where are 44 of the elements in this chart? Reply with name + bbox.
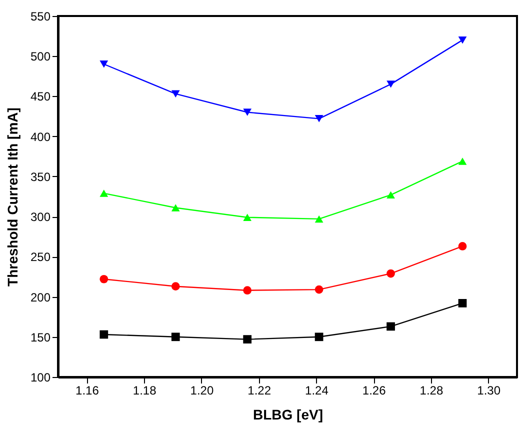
- point: [100, 60, 108, 68]
- x-tick-label: 1.18: [132, 384, 157, 398]
- point: [386, 80, 395, 88]
- point: [314, 285, 324, 294]
- point: [243, 335, 252, 344]
- point: [458, 158, 467, 165]
- point: [100, 274, 108, 284]
- point: [171, 332, 180, 342]
- y-tick-label: 250: [30, 250, 51, 264]
- point: [458, 242, 467, 250]
- point: [171, 204, 180, 212]
- y-tick-label: 350: [30, 170, 51, 184]
- point: [386, 322, 395, 331]
- y-tick-label: 400: [30, 130, 51, 144]
- y-tick-label: 300: [30, 210, 51, 224]
- point: [243, 286, 252, 295]
- point: [243, 108, 252, 116]
- y-tick-label: 450: [30, 90, 51, 104]
- point: [458, 299, 467, 308]
- point: [243, 214, 252, 221]
- point: [100, 330, 108, 339]
- y-tick-label: 100: [30, 370, 51, 384]
- point: [386, 269, 395, 278]
- x-tick-label: 1.30: [477, 384, 501, 398]
- point: [386, 191, 395, 199]
- x-tick-label: 1.20: [190, 384, 214, 398]
- y-tick-label: 150: [30, 330, 51, 344]
- x-tick-label: 1.22: [248, 384, 272, 398]
- x-axis-title: BLBG [eV]: [253, 406, 323, 422]
- point: [314, 215, 324, 223]
- point: [100, 190, 108, 197]
- y-tick-label: 200: [30, 290, 51, 304]
- y-tick-label: 550: [30, 10, 51, 24]
- point: [171, 282, 180, 291]
- y-axis-title: Threshold Current Ith [mA]: [4, 108, 20, 286]
- point: [314, 332, 324, 342]
- y-tick-label: 500: [30, 50, 51, 64]
- point: [458, 36, 467, 44]
- x-tick-label: 1.28: [420, 384, 444, 398]
- point: [314, 115, 324, 122]
- x-tick-label: 1.26: [362, 384, 386, 398]
- x-tick-label: 1.16: [76, 384, 100, 398]
- x-tick-label: 1.24: [305, 384, 329, 398]
- point: [171, 90, 180, 98]
